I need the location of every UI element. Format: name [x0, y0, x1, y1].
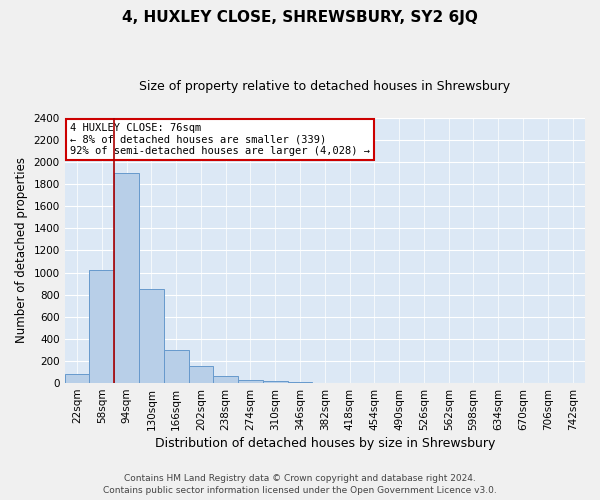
Bar — [238, 380, 263, 383]
Bar — [313, 382, 337, 383]
Bar — [139, 289, 164, 383]
Bar — [65, 374, 89, 383]
X-axis label: Distribution of detached houses by size in Shrewsbury: Distribution of detached houses by size … — [155, 437, 495, 450]
Bar — [164, 350, 188, 383]
Text: 4 HUXLEY CLOSE: 76sqm
← 8% of detached houses are smaller (339)
92% of semi-deta: 4 HUXLEY CLOSE: 76sqm ← 8% of detached h… — [70, 123, 370, 156]
Text: 4, HUXLEY CLOSE, SHREWSBURY, SY2 6JQ: 4, HUXLEY CLOSE, SHREWSBURY, SY2 6JQ — [122, 10, 478, 25]
Bar — [214, 376, 238, 383]
Text: Contains HM Land Registry data © Crown copyright and database right 2024.
Contai: Contains HM Land Registry data © Crown c… — [103, 474, 497, 495]
Bar — [114, 173, 139, 383]
Y-axis label: Number of detached properties: Number of detached properties — [15, 158, 28, 344]
Bar — [287, 382, 313, 383]
Bar — [188, 366, 214, 383]
Bar — [263, 381, 287, 383]
Bar — [89, 270, 114, 383]
Title: Size of property relative to detached houses in Shrewsbury: Size of property relative to detached ho… — [139, 80, 511, 93]
